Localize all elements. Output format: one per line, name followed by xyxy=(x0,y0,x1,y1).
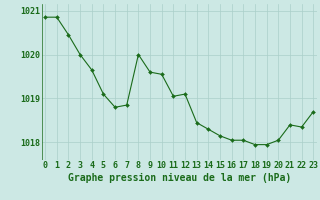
X-axis label: Graphe pression niveau de la mer (hPa): Graphe pression niveau de la mer (hPa) xyxy=(68,173,291,183)
